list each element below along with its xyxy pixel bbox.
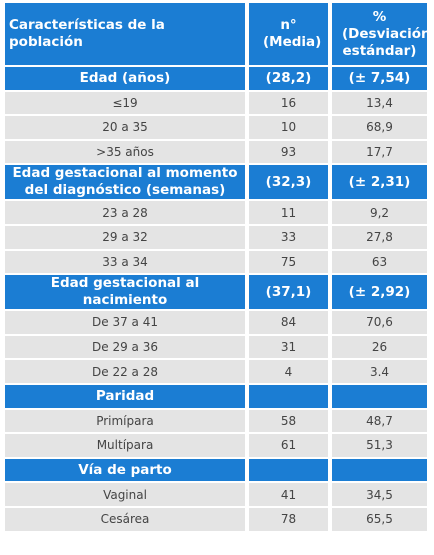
- section-title: Edad gestacional al nacimiento: [5, 275, 245, 310]
- section-row: Edad gestacional al nacimiento (37,1) (± 2…: [5, 275, 427, 310]
- section-row: Paridad: [5, 384, 427, 408]
- data-cell: 23 a 28: [5, 201, 245, 224]
- data-row: Cesárea 78 65,5: [5, 507, 427, 531]
- data-cell: Vaginal: [5, 483, 245, 506]
- data-cell: Primípara: [5, 409, 245, 433]
- data-cell: 65,5: [332, 507, 427, 531]
- section-title: Edad gestacional al momento del diagnóst…: [5, 165, 245, 200]
- data-row: 33 a 34 75 63: [5, 250, 427, 274]
- data-row: Multípara 61 51,3: [5, 434, 427, 457]
- data-cell: 3.4: [332, 360, 427, 383]
- data-row: 23 a 28 11 9,2: [5, 201, 427, 224]
- header-row: Características de la población n° (Medi…: [5, 3, 431, 65]
- section-sd: (± 2,92): [332, 275, 427, 310]
- section-mean: (37,1): [249, 275, 328, 310]
- section-sd: [332, 384, 427, 408]
- data-cell: 34,5: [332, 483, 427, 506]
- data-cell: 63: [332, 250, 427, 274]
- section-mean: (28,2): [249, 67, 328, 90]
- data-cell: 70,6: [332, 311, 427, 334]
- data-cell: De 37 a 41: [5, 311, 245, 334]
- section-title: Paridad: [5, 384, 245, 408]
- section-row: Edad gestacional al momento del diagnóst…: [5, 165, 427, 200]
- header-cell: n° (Media): [249, 3, 328, 65]
- data-cell: ≤19: [5, 91, 245, 115]
- data-cell: >35 años: [5, 140, 245, 164]
- data-cell: 58: [249, 409, 328, 433]
- data-cell: De 22 a 28: [5, 360, 245, 383]
- data-cell: 11: [249, 201, 328, 224]
- section-row: Edad (años) (28,2) (± 7,54): [5, 67, 427, 90]
- data-cell: Multípara: [5, 434, 245, 457]
- data-row: Vaginal 41 34,5: [5, 483, 427, 506]
- section-sd: (± 2,31): [332, 165, 427, 200]
- section-mean: [249, 384, 328, 408]
- data-row: 20 a 35 10 68,9: [5, 116, 427, 139]
- data-cell: 17,7: [332, 140, 427, 164]
- data-cell: Cesárea: [5, 507, 245, 531]
- data-cell: 93: [249, 140, 328, 164]
- section-sd: [332, 458, 427, 482]
- data-row: Primípara 58 48,7: [5, 409, 427, 433]
- data-cell: 4: [249, 360, 328, 383]
- data-row: De 29 a 36 31 26: [5, 335, 427, 359]
- data-cell: 13,4: [332, 91, 427, 115]
- data-cell: 48,7: [332, 409, 427, 433]
- data-cell: 68,9: [332, 116, 427, 139]
- section-title: Vía de parto: [5, 458, 245, 482]
- data-cell: 61: [249, 434, 328, 457]
- data-cell: 41: [249, 483, 328, 506]
- data-cell: 20 a 35: [5, 116, 245, 139]
- data-cell: 75: [249, 250, 328, 274]
- header-cell: Características de la población: [5, 3, 245, 65]
- data-cell: 16: [249, 91, 328, 115]
- data-cell: 84: [249, 311, 328, 334]
- data-row: ≤19 16 13,4: [5, 91, 427, 115]
- section-mean: (32,3): [249, 165, 328, 200]
- section-row: Vía de parto: [5, 458, 427, 482]
- data-cell: 51,3: [332, 434, 427, 457]
- data-cell: 9,2: [332, 201, 427, 224]
- data-row: De 22 a 28 4 3.4: [5, 360, 427, 383]
- data-table: Características de la población n° (Medi…: [1, 1, 431, 533]
- data-cell: 78: [249, 507, 328, 531]
- data-cell: 33 a 34: [5, 250, 245, 274]
- data-row: De 37 a 41 84 70,6: [5, 311, 427, 334]
- data-row: 29 a 32 33 27,8: [5, 225, 427, 249]
- data-cell: 26: [332, 335, 427, 359]
- section-title: Edad (años): [5, 67, 245, 90]
- data-cell: 33: [249, 225, 328, 249]
- section-sd: (± 7,54): [332, 67, 427, 90]
- data-cell: 31: [249, 335, 328, 359]
- section-mean: [249, 458, 328, 482]
- data-cell: 10: [249, 116, 328, 139]
- data-cell: 27,8: [332, 225, 427, 249]
- data-cell: De 29 a 36: [5, 335, 245, 359]
- data-cell: 29 a 32: [5, 225, 245, 249]
- header-cell: % (Desviación estándar): [332, 3, 431, 65]
- data-row: >35 años 93 17,7: [5, 140, 427, 164]
